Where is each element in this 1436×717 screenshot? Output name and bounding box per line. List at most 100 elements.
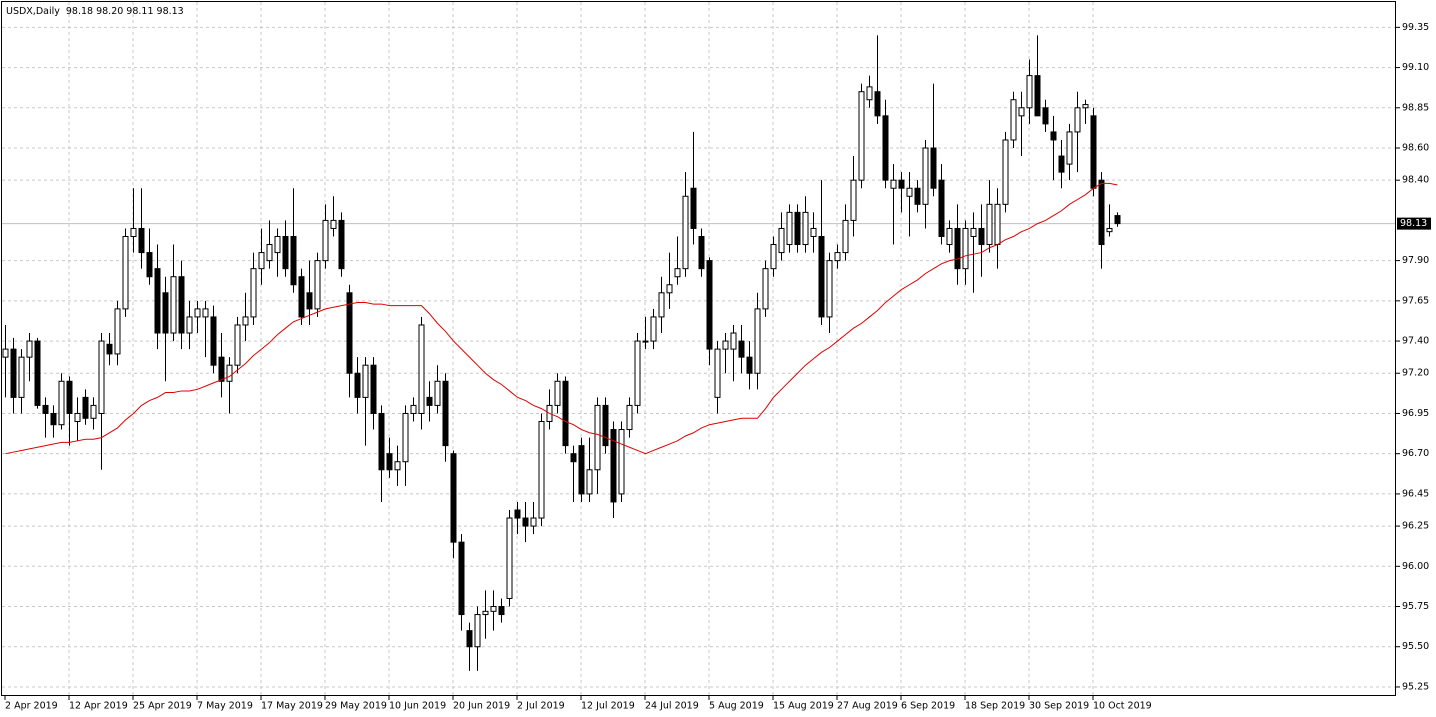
candle-body [146, 252, 153, 278]
candle-body [626, 404, 633, 431]
y-tick-label: 95.25 [1402, 681, 1429, 692]
candle-body [986, 203, 993, 246]
candle-body [98, 340, 105, 414]
candle-body [618, 429, 625, 495]
candle-body [26, 340, 33, 358]
candle-body [834, 252, 841, 262]
candle-body [722, 340, 729, 350]
candle-body [906, 187, 913, 197]
candle-body [714, 348, 721, 398]
x-tick-label: 30 Sep 2019 [1029, 701, 1089, 712]
y-tick-label: 96.70 [1402, 448, 1429, 459]
candle-body [442, 380, 449, 447]
candle-body [386, 453, 393, 471]
candle-body [106, 343, 113, 355]
x-tick-label: 24 Jul 2019 [645, 701, 699, 712]
candle-body [850, 179, 857, 221]
y-tick-label: 99.10 [1402, 62, 1429, 73]
candle-body [874, 91, 881, 117]
candle-body [66, 380, 73, 414]
candle-body [1010, 99, 1017, 141]
candle-body [978, 227, 985, 246]
candle-body [842, 219, 849, 254]
candle-body [34, 340, 41, 406]
candle-body [818, 235, 825, 318]
candle-body [746, 356, 753, 374]
x-tick-label: 15 Aug 2019 [773, 701, 834, 712]
candle-body [330, 219, 337, 229]
candle-body [794, 211, 801, 246]
candle-body [418, 324, 425, 414]
candle-body [10, 348, 17, 398]
x-tick-label: 25 Apr 2019 [133, 701, 192, 712]
candle-body [954, 227, 961, 270]
candle-body [802, 211, 809, 246]
candle-body [114, 308, 121, 355]
candle-body [930, 147, 937, 189]
candle-body [778, 227, 785, 254]
candle-body [866, 86, 873, 101]
chart-title: USDX,Daily [6, 6, 60, 17]
candle-body [666, 284, 673, 294]
candle-body [922, 147, 929, 205]
candle-body [394, 461, 401, 471]
candle-body [58, 380, 65, 426]
y-tick-label: 98.60 [1402, 143, 1429, 154]
marks [2, 35, 1121, 671]
candle-body [1090, 115, 1097, 189]
x-tick-label: 27 Aug 2019 [837, 701, 898, 712]
candle-body [610, 429, 617, 503]
candle-body [410, 404, 417, 414]
candle-body [698, 235, 705, 270]
candle-body [506, 517, 513, 599]
candle-body [682, 195, 689, 270]
candle-body [458, 541, 465, 616]
candle-body [18, 356, 25, 398]
candle-body [482, 610, 489, 616]
candle-body [594, 404, 601, 471]
price-label: 98.13 [1400, 218, 1427, 229]
candle-body [154, 268, 161, 334]
candle-body [282, 235, 289, 270]
candle-body [338, 219, 345, 270]
candle-body [298, 276, 305, 318]
candle-body [426, 396, 433, 406]
plot-frame [1, 1, 1396, 696]
candle-body [1106, 227, 1113, 233]
candle-body [970, 227, 977, 237]
candle-body [434, 380, 441, 406]
candle-body [1082, 104, 1089, 109]
candle-body [650, 316, 657, 342]
candle-body [1002, 139, 1009, 205]
candle-body [642, 340, 649, 343]
candle-body [50, 412, 57, 426]
grid [2, 2, 1396, 695]
candle-body [690, 187, 697, 229]
moving-average [5, 182, 1118, 455]
x-tick-label: 10 Oct 2019 [1093, 701, 1152, 712]
candle-body [522, 517, 529, 527]
x-tick-label: 2 Apr 2019 [5, 701, 58, 712]
y-tick-label: 96.45 [1402, 488, 1429, 499]
chart-subtitle: 98.18 98.20 98.11 98.13 [66, 6, 184, 17]
candle-body [530, 517, 537, 527]
candle-body [538, 421, 545, 519]
candle-body [1034, 75, 1041, 117]
candle-body [266, 244, 273, 262]
candle-body [138, 227, 145, 254]
candle-body [962, 227, 969, 270]
candle-body [1026, 75, 1033, 109]
candle-body [466, 630, 473, 648]
candle-body [250, 268, 257, 318]
x-tick-label: 12 Apr 2019 [69, 701, 128, 712]
candle-body [898, 179, 905, 189]
x-tick-label: 17 May 2019 [261, 701, 323, 712]
candle-body [570, 453, 577, 463]
y-tick-label: 95.50 [1402, 641, 1429, 652]
candle-body [658, 292, 665, 318]
candle-body [130, 227, 137, 237]
candle-body [90, 404, 97, 419]
candle-body [1042, 107, 1049, 125]
y-tick-label: 97.40 [1402, 336, 1429, 347]
candle-body [514, 509, 521, 519]
